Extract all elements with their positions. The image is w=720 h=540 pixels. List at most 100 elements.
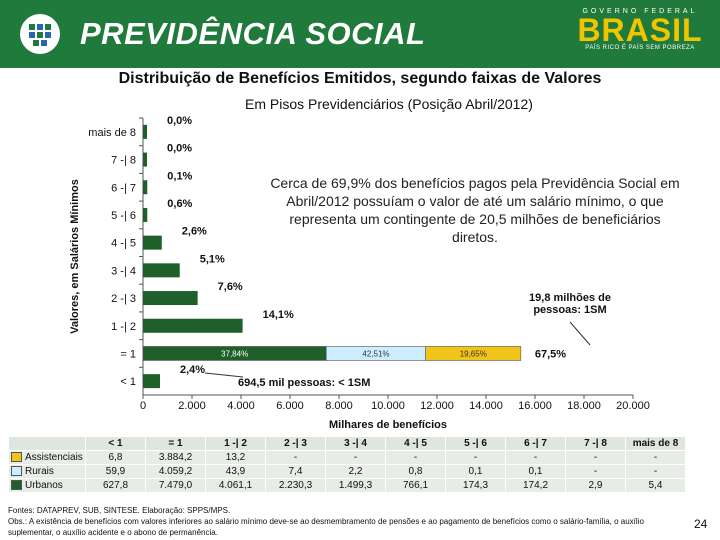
bar [143, 180, 148, 195]
page-header: PREVIDÊNCIA SOCIAL GOVERNO FEDERAL BRASI… [0, 0, 720, 68]
y-tick-label: = 1 [120, 348, 136, 360]
table-cell: 3.884,2 [145, 450, 206, 465]
table-cell: 174,3 [445, 478, 506, 493]
legend-swatch [11, 480, 22, 491]
x-tick-label: 8.000 [325, 400, 353, 412]
legend-swatch [11, 452, 22, 463]
footer-notes: Fontes: DATAPREV, SUB, SINTESE. Elaboraç… [8, 505, 688, 538]
table-column-header: 1 -| 2 [205, 436, 266, 451]
table-cell: - [565, 450, 626, 465]
previdencia-logo-icon [20, 14, 60, 54]
x-tick-label: 10.000 [371, 400, 405, 412]
footer-sources: Fontes: DATAPREV, SUB, SINTESE. Elaboraç… [8, 506, 231, 515]
x-tick-label: 18.000 [567, 400, 601, 412]
y-tick-label: 7 -| 8 [111, 155, 136, 167]
table-column-header: < 1 [85, 436, 146, 451]
legend-entry: Rurais [8, 464, 86, 479]
table-cell: 1.499,3 [325, 478, 386, 493]
x-tick-label: 0 [140, 400, 146, 412]
table-column-header: 4 -| 5 [385, 436, 446, 451]
x-axis-label: Milhares de benefícios [329, 419, 447, 431]
annotation-below: 694,5 mil pessoas: < 1SM [238, 377, 371, 389]
segment-pct-label: 42,51% [362, 349, 389, 358]
table-column-header: 6 -| 7 [505, 436, 566, 451]
legend-label: Rurais [25, 466, 54, 477]
y-tick-label: 5 -| 6 [111, 210, 136, 222]
table-cell: 2,2 [325, 464, 386, 479]
table-cell: - [565, 464, 626, 479]
bar [143, 291, 198, 306]
gov-name: BRASIL [577, 12, 703, 48]
table-corner [8, 436, 86, 451]
table-cell: 59,9 [85, 464, 146, 479]
table-cell: - [625, 450, 686, 465]
page-number: 24 [694, 517, 708, 531]
y-tick-label: mais de 8 [88, 127, 136, 139]
table-cell: 13,2 [205, 450, 266, 465]
table-cell: - [625, 464, 686, 479]
table-cell: - [445, 450, 506, 465]
x-tick-label: 20.000 [616, 400, 650, 412]
table-cell: 0,1 [505, 464, 566, 479]
table-cell: 5,4 [625, 478, 686, 493]
y-tick-label: < 1 [120, 376, 136, 388]
bar-pct-label: 2,6% [182, 226, 207, 238]
table-cell: 2,9 [565, 478, 626, 493]
x-tick-label: 12.000 [420, 400, 454, 412]
table-cell: 43,9 [205, 464, 266, 479]
bar [143, 235, 162, 250]
table-cell: 0,1 [445, 464, 506, 479]
bar-pct-label: 0,0% [167, 115, 192, 127]
bar-pct-label: 2,4% [180, 364, 205, 376]
bar-segment-assistenciais [425, 346, 522, 361]
chart-title: Distribuição de Benefícios Emitidos, seg… [118, 70, 602, 87]
bar [143, 124, 147, 139]
legend-swatch [11, 466, 22, 477]
table-cell: - [265, 450, 326, 465]
table-cell: 0,8 [385, 464, 446, 479]
annotation-arrow [204, 372, 244, 378]
table-column-header: mais de 8 [625, 436, 686, 451]
table-column-header: = 1 [145, 436, 206, 451]
gov-label: GOVERNO FEDERAL [582, 8, 698, 15]
x-tick-label: 2.000 [178, 400, 206, 412]
bar-chart: Valores, em Salários Mínimos mais de 8 0,0… [69, 115, 650, 431]
table-column-header: 5 -| 6 [445, 436, 506, 451]
table-cell: 4.059,2 [145, 464, 206, 479]
table-cell: - [385, 450, 446, 465]
y-tick-label: 4 -| 5 [111, 238, 136, 250]
footer-obs: Obs.: A existência de benefícios com val… [8, 517, 644, 537]
table-cell: 627,8 [85, 478, 146, 493]
y-tick-label: 6 -| 7 [111, 182, 136, 194]
annotation-above: 19,8 milhões de pessoas: 1SM [529, 292, 611, 316]
legend-entry: Urbanos [8, 478, 86, 493]
bar-pct-label: 67,5% [535, 348, 566, 360]
table-row: Urbanos 627,8 7.479,0 4.061,1 2.230,3 1.499,3… [8, 478, 686, 493]
gov-slogan: PAÍS RICO É PAÍS SEM POBREZA [585, 45, 695, 51]
table-cell: - [325, 450, 386, 465]
bar-pct-label: 7,6% [218, 281, 243, 293]
gov-logo: GOVERNO FEDERAL BRASIL PAÍS RICO É PAÍS … [570, 8, 710, 62]
bar [143, 152, 147, 167]
bar-pct-label: 0,0% [167, 143, 192, 155]
bar-pct-label: 0,6% [167, 198, 192, 210]
table-row: Rurais 59,9 4.059,2 43,9 7,4 2,2 0,8 0,1 0,1- - [8, 464, 686, 479]
legend-label: Assistenciais [25, 452, 83, 463]
bar-pct-label: 5,1% [200, 253, 225, 265]
table-cell: 4.061,1 [205, 478, 266, 493]
bar [143, 263, 180, 278]
annotation-arrow [569, 321, 591, 346]
table-column-header: 3 -| 4 [325, 436, 386, 451]
table-row: Assistenciais 6,8 3.884,2 13,2- - - - - - - [8, 450, 686, 465]
bar-pct-label: 14,1% [263, 309, 294, 321]
x-tick-label: 16.000 [518, 400, 552, 412]
brand-title: PREVIDÊNCIA SOCIAL [80, 16, 426, 51]
table-column-header: 7 -| 8 [565, 436, 626, 451]
table-cell: 6,8 [85, 450, 146, 465]
legend-label: Urbanos [25, 480, 63, 491]
bar [143, 374, 161, 389]
table-cell: 174,2 [505, 478, 566, 493]
legend-entry: Assistenciais [8, 450, 86, 465]
